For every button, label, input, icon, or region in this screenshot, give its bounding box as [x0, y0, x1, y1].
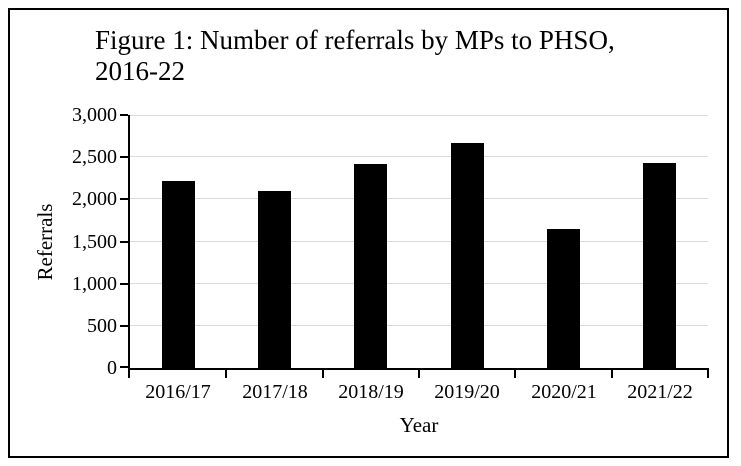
y-tick-label: 500	[87, 315, 117, 337]
x-tick-label: 2016/17	[145, 381, 211, 403]
y-tick-label: 1,500	[72, 231, 117, 253]
x-tick-label: 2018/19	[338, 381, 404, 403]
x-axis-tick	[707, 368, 709, 378]
bar-2021-22	[643, 163, 676, 368]
chart-title: Figure 1: Number of referrals by MPs to …	[95, 25, 680, 87]
gridline	[130, 283, 708, 284]
bar-2016-17	[162, 181, 195, 368]
bar-2020-21	[547, 229, 580, 368]
y-axis-title: Referrals	[33, 203, 57, 281]
y-axis-tick	[120, 283, 128, 285]
x-axis-tick	[322, 368, 324, 378]
y-axis-tick	[120, 114, 128, 116]
bar-2018-19	[354, 164, 387, 368]
y-tick-label: 3,000	[72, 104, 117, 126]
chart-title-line2: 2016-22	[95, 56, 185, 86]
x-axis-tick	[611, 368, 613, 378]
x-tick-label: 2021/22	[627, 381, 693, 403]
gridline	[130, 325, 708, 326]
x-axis-tick	[225, 368, 227, 378]
chart-title-line1: Figure 1: Number of referrals by MPs to …	[95, 25, 615, 55]
gridline	[130, 241, 708, 242]
y-axis-tick	[120, 366, 128, 368]
y-axis-tick	[120, 241, 128, 243]
x-axis-tick	[418, 368, 420, 378]
x-tick-label: 2019/20	[434, 381, 500, 403]
y-tick-label: 1,000	[72, 273, 117, 295]
y-axis-tick	[120, 156, 128, 158]
y-tick-label: 2,500	[72, 146, 117, 168]
y-tick-label: 2,000	[72, 188, 117, 210]
y-axis-tick	[120, 198, 128, 200]
x-axis-title: Year	[399, 413, 439, 437]
x-tick-label: 2020/21	[531, 381, 597, 403]
x-axis-tick	[128, 368, 130, 378]
plot-area: Year 0 500 1,000 1,500 2,000 2,500 3,000 2016/1…	[72, 104, 709, 437]
gridline	[130, 198, 708, 199]
bar-2019-20	[451, 143, 484, 368]
chart-border	[8, 8, 729, 458]
y-tick-label: 0	[107, 357, 117, 379]
bar-2017-18	[258, 191, 291, 368]
gridline	[130, 156, 708, 157]
x-tick-label: 2017/18	[242, 381, 308, 403]
gridline	[130, 115, 708, 116]
y-axis-tick	[120, 325, 128, 327]
x-axis-tick	[514, 368, 516, 378]
